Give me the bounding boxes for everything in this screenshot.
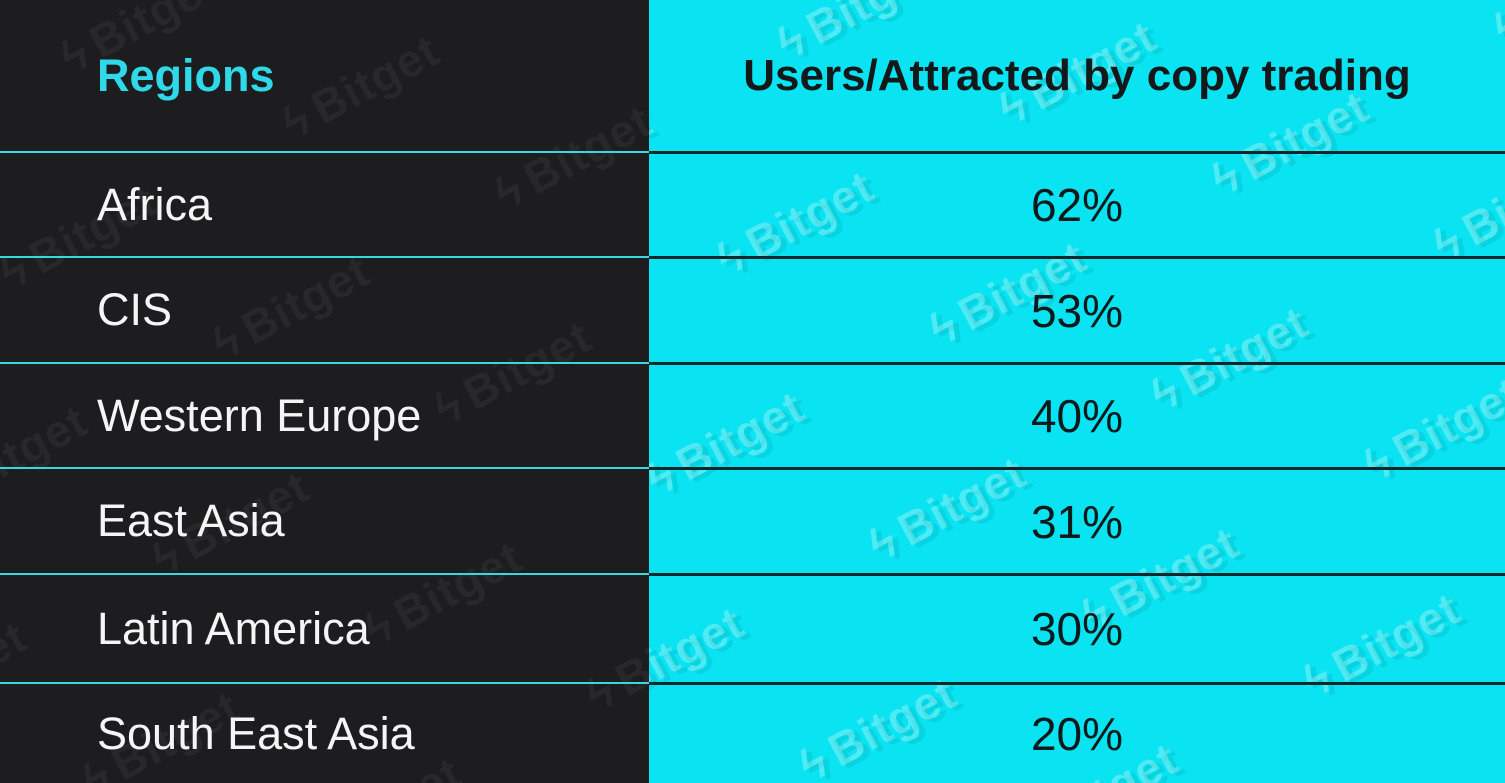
table-row-south-east-asia-value-cell: 20% — [649, 682, 1505, 783]
table-row-east-asia-value-cell: 31% — [649, 467, 1505, 573]
column-header-regions: Regions — [0, 0, 649, 151]
value-label: 53% — [1030, 284, 1124, 337]
region-label: East Asia — [97, 495, 285, 546]
region-label: Latin America — [97, 602, 370, 654]
value-label: 20% — [1030, 708, 1124, 760]
regions-header-label: Regions — [97, 49, 275, 101]
region-label: South East Asia — [97, 707, 415, 759]
value-label: 40% — [1030, 390, 1124, 442]
value-label: 31% — [1030, 495, 1124, 548]
column-header-users: Users/Attracted by copy trading — [649, 0, 1505, 151]
region-label: CIS — [97, 284, 173, 335]
table-row-latin-america-region-cell: Latin America — [0, 573, 649, 682]
region-label: Western Europe — [97, 389, 422, 441]
table-row-latin-america-value-cell: 30% — [649, 573, 1505, 682]
table-row-africa-value-cell: 62% — [649, 151, 1505, 256]
values-column-background: ϟBitgetϟBitgetϟBitgetϟBitgetϟBitgetϟBitg… — [649, 0, 1505, 783]
value-label: 62% — [1030, 179, 1124, 231]
value-label: 30% — [1030, 603, 1124, 655]
table-row-east-asia-region-cell: East Asia — [0, 467, 649, 573]
table-row-south-east-asia-region-cell: South East Asia — [0, 682, 649, 783]
table-row-western-europe-region-cell: Western Europe — [0, 362, 649, 467]
users-header-label: Users/Attracted by copy trading — [743, 50, 1411, 100]
table-row-cis-value-cell: 53% — [649, 256, 1505, 362]
regions-column-background: ϟBitgetϟBitgetϟBitgetϟBitgetϟBitgetϟBitg… — [0, 0, 649, 783]
table-row-western-europe-value-cell: 40% — [649, 362, 1505, 467]
region-label: Africa — [97, 178, 213, 230]
table-row-cis-region-cell: CIS — [0, 256, 649, 362]
table-row-africa-region-cell: Africa — [0, 151, 649, 256]
